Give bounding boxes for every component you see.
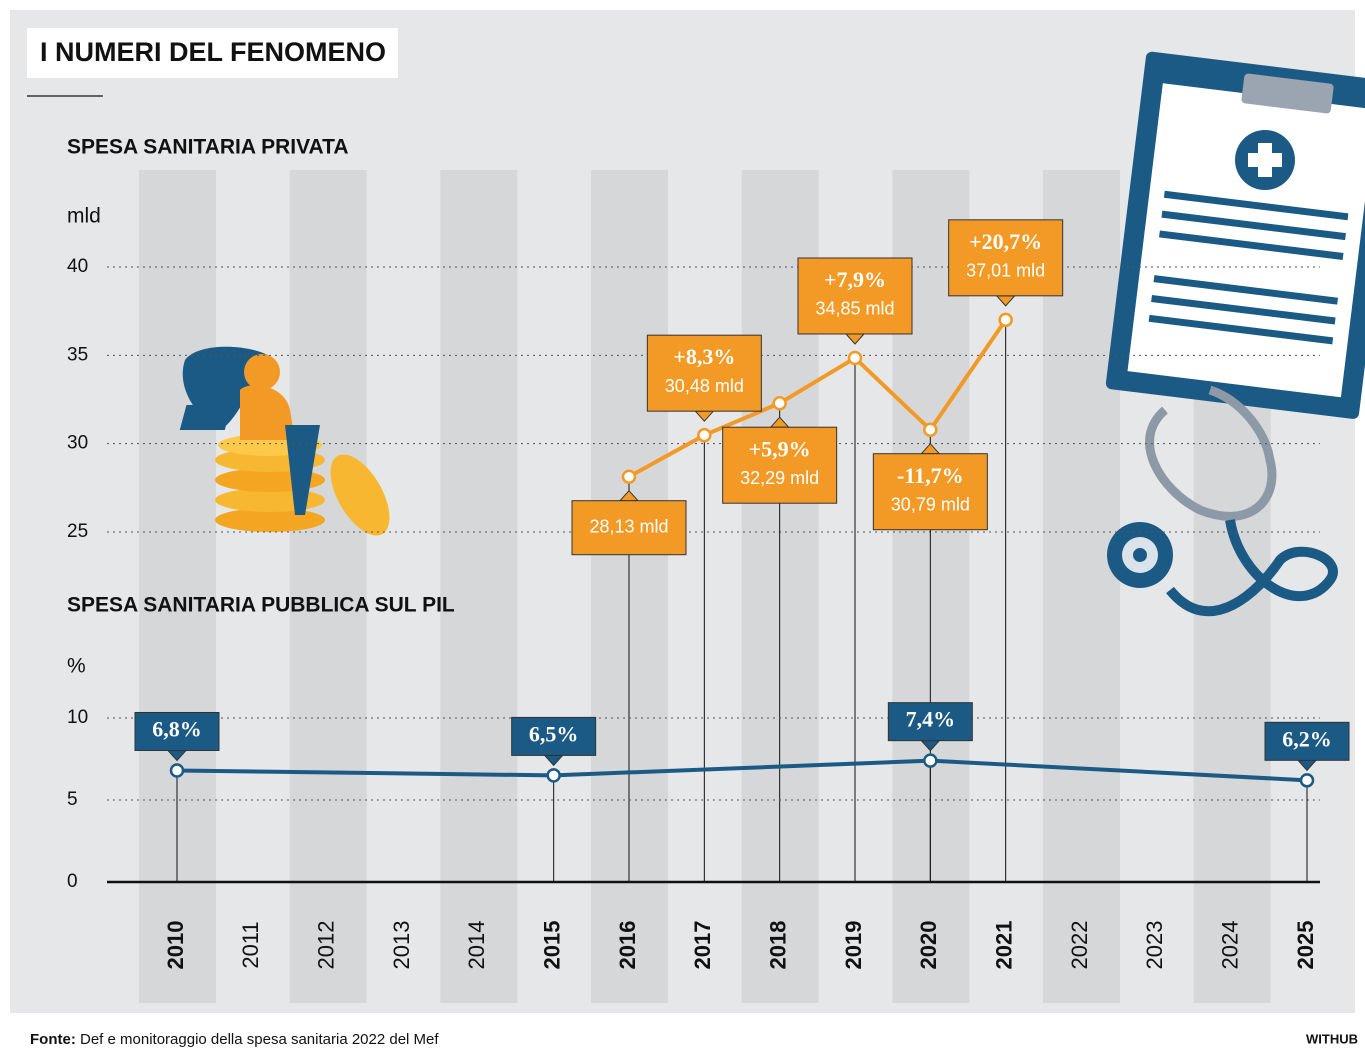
x-tick-label: 2018 [765,921,790,970]
x-tick-label: 2017 [690,921,715,970]
column-stripe [440,170,517,1003]
y-unit: mld [67,205,101,228]
y-tick-label: 0 [67,871,78,892]
value-label: 6,5% [529,721,579,746]
change-label: +8,3% [673,344,735,369]
point [1000,314,1012,326]
source-label: Fonte: [30,1031,76,1048]
value-label: 28,13 mld [589,516,668,536]
y-tick-label: 5 [67,789,78,810]
source-text: Def e monitoraggio della spesa sanitaria… [80,1031,439,1048]
x-tick-label: 2024 [1217,921,1242,970]
y-unit: % [67,655,86,678]
point [698,429,710,441]
page-title: I NUMERI DEL FENOMENO [40,37,386,67]
page: {"header": {"title": "I NUMERI DEL FENOM… [0,0,1365,1063]
y-tick-label: 35 [67,344,88,365]
point [924,424,936,436]
value-label: 34,85 mld [815,299,894,319]
x-tick-label: 2012 [313,921,338,970]
x-tick-label: 2015 [539,921,564,970]
value-label: 6,2% [1282,726,1332,751]
change-label: +5,9% [749,436,811,461]
point [171,764,183,776]
chart-title: SPESA SANITARIA PUBBLICA SUL PIL [67,594,455,617]
x-tick-label: 2013 [389,921,414,970]
value-label: 37,01 mld [966,261,1045,281]
change-label: -11,7% [897,463,964,488]
infographic: I NUMERI DEL FENOMENO [0,0,1365,1063]
point [623,471,635,483]
point [849,352,861,364]
x-tick-label: 2016 [615,921,640,970]
source: Fonte: Def e monitoraggio della spesa sa… [30,1031,439,1048]
value-label: 30,48 mld [665,376,744,396]
x-tick-label: 2011 [238,921,263,968]
x-tick-label: 2025 [1293,921,1318,970]
y-tick-label: 10 [67,707,88,728]
y-tick-label: 40 [67,256,88,277]
x-tick-label: 2023 [1142,921,1167,970]
x-tick-label: 2021 [991,921,1016,970]
value-label: 32,29 mld [740,468,819,488]
chart-title: SPESA SANITARIA PRIVATA [67,136,349,159]
y-tick-label: 25 [67,521,88,542]
credit: WITHUB [1306,1031,1358,1046]
change-label: +7,9% [824,267,886,292]
x-tick-label: 2020 [916,921,941,970]
point [924,755,936,767]
change-label: +20,7% [969,229,1042,254]
value-label: 30,79 mld [891,494,970,514]
point [1301,774,1313,786]
value-label: 6,8% [152,717,202,742]
point [548,769,560,781]
value-label: 7,4% [906,707,956,732]
x-tick-label: 2014 [464,921,489,970]
x-tick-label: 2019 [841,921,866,970]
y-tick-label: 30 [67,433,88,454]
x-tick-label: 2010 [163,921,188,970]
column-stripe [290,170,367,1003]
point [774,397,786,409]
x-tick-label: 2022 [1067,921,1092,970]
